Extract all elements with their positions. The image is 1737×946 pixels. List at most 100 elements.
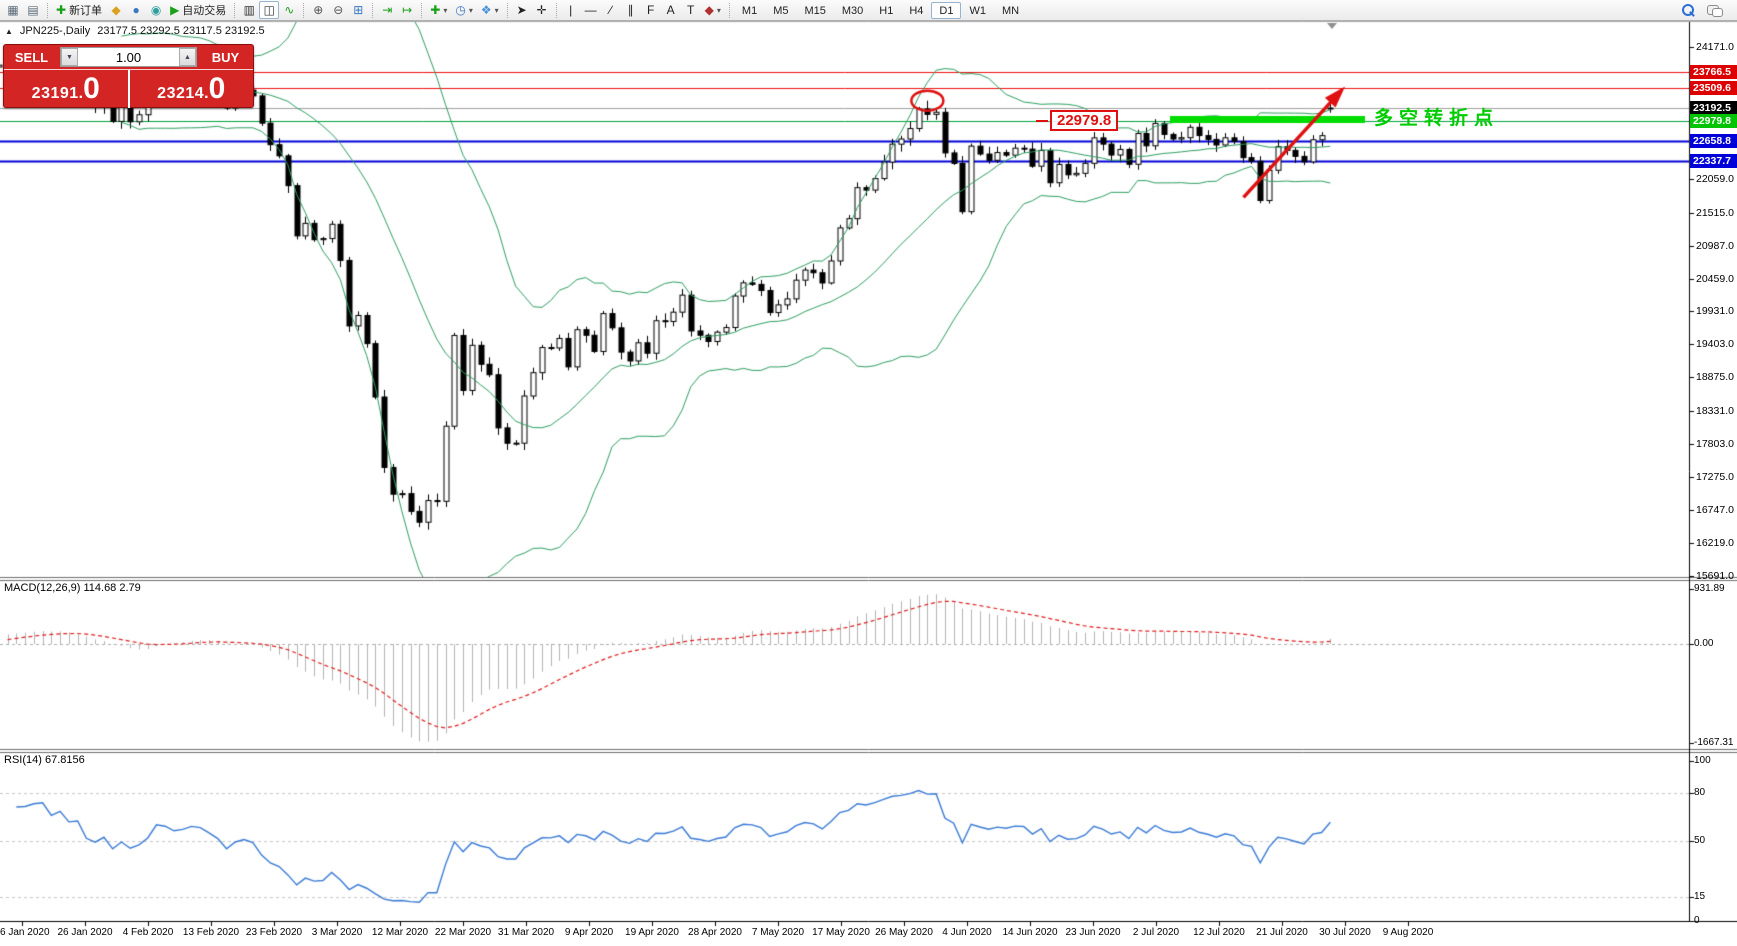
periods-icon-dropdown[interactable]: ▾ [468,5,473,15]
timeframe-M30[interactable]: M30 [841,4,864,17]
toolbar-right-icons [1682,3,1723,17]
sell-button[interactable]: SELL [14,49,49,65]
chart-shift-icon[interactable]: ↦ [397,1,417,19]
timeframe-W1[interactable]: W1 [969,4,986,17]
trendline-icon[interactable]: ∕ [601,1,621,19]
toolbar-separator [234,2,236,18]
cursor-icon[interactable]: ➤ [512,1,532,19]
crosshair-icon[interactable]: ✛ [532,1,552,19]
toolbar-separator [421,2,423,18]
zoom-out-icon-glyph: ⊖ [333,3,344,17]
ohlc-values: 23177.5 23292.5 23117.5 23192.5 [97,25,265,37]
text-icon[interactable]: A [661,1,681,19]
sell-price[interactable]: 23191. 0 [4,70,128,108]
toolbar-separator [372,2,374,18]
experts-icon[interactable]: ● [126,1,146,19]
chat-icon[interactable] [1707,4,1723,17]
search-icon[interactable] [1682,3,1695,17]
timeframe-M1[interactable]: M1 [741,4,758,17]
zoom-out-icon[interactable]: ⊖ [328,1,348,19]
chart-shift-icon-glyph: ↦ [402,3,413,17]
toolbar-separator [728,2,730,18]
experts-icon-glyph: ● [132,3,140,17]
charts-window-icon[interactable]: ▦ [3,1,23,19]
trade-panel-top-row: SELL ▼ 1.00 ▲ BUY [4,45,253,70]
templates-icon[interactable]: ❖ ▾ [477,1,503,19]
indicators-icon[interactable]: ✚ ▾ [426,1,451,19]
timeframe-H1[interactable]: H1 [879,4,894,17]
auto-scroll-icon[interactable]: ⇥ [377,1,397,19]
resistance-price-callout[interactable]: 22979.8 [1050,110,1119,131]
tile-windows-icon[interactable]: ⊞ [348,1,368,19]
arrows-icon-dropdown[interactable]: ▾ [716,5,721,15]
autotrading-button-label: 自动交易 [182,5,227,17]
buy-price-frac: 0 [208,72,226,105]
periods-icon[interactable]: ◷ ▾ [451,1,477,19]
periods-icon-glyph: ◷ [455,3,466,17]
line-chart-icon[interactable]: ∿ [279,1,299,19]
autotrading-button-glyph: ▶ [170,3,180,17]
charts-window-icon-glyph: ▦ [7,3,19,17]
crosshair-icon-glyph: ✛ [536,3,547,17]
signals-icon-glyph: ◉ [150,3,162,17]
macd-indicator-label: MACD(12,26,9) 114.68 2.79 [4,582,141,594]
profiles-icon[interactable]: ▤ [23,1,43,19]
timeframe-M5[interactable]: M5 [773,4,789,17]
indicators-icon-dropdown[interactable]: ▾ [443,5,448,15]
signals-icon[interactable]: ◉ [146,1,166,19]
sell-price-main: 23191 [31,85,79,102]
turning-point-annotation[interactable]: 多空转折点 [1374,108,1500,129]
toolbar-separator [506,2,508,18]
volume-stepper: ▼ 1.00 ▲ [60,47,197,67]
trendline-icon-glyph: ∕ [609,3,612,17]
toolbar-separator [47,2,48,18]
buy-price-main: 23214 [157,85,205,102]
vertical-line-icon[interactable]: | [561,1,581,19]
line-chart-icon-glyph: ∿ [284,3,295,17]
collapse-panel-icon[interactable]: ▲ [5,26,13,36]
bar-chart-icon[interactable]: ▥ [239,1,259,19]
timeframe-toolbar: M1 M5 M15 M30 H1 H4 D1 W1 MN [734,0,1027,21]
one-click-trade-panel: SELL ▼ 1.00 ▲ BUY 23191. 0 23214. 0 [3,44,254,108]
channel-icon[interactable]: ∥ [621,1,641,19]
autotrading-button[interactable]: ▶ 自动交易 [166,1,230,19]
fibonacci-icon[interactable]: F [641,1,661,19]
new-order-button-glyph: ✚ [56,3,67,17]
new-order-button[interactable]: ✚ 新订单 [52,1,106,19]
timeframe-D1[interactable]: D1 [931,1,962,19]
auto-scroll-icon-glyph: ⇥ [382,3,393,17]
candlestick-chart-icon[interactable]: ◫ [259,1,280,19]
horizontal-line-icon[interactable]: — [581,1,601,19]
gold-icon-glyph: ◆ [111,3,121,17]
label-icon-glyph: T [686,3,695,17]
arrows-icon[interactable]: ◆ ▾ [701,1,725,19]
zoom-in-icon[interactable]: ⊕ [308,1,328,19]
trade-panel-prices: 23191. 0 23214. 0 [4,70,253,108]
chart-title: ▲ JPN225-,Daily 23177.5 23292.5 23117.5 … [5,25,265,37]
volume-up-button[interactable]: ▲ [179,48,196,66]
arrows-icon-glyph: ◆ [704,3,714,17]
new-order-button-label: 新订单 [69,5,103,17]
gold-icon[interactable]: ◆ [106,1,126,19]
volume-value[interactable]: 1.00 [115,49,142,65]
timeframe-MN[interactable]: MN [1001,4,1020,17]
templates-icon-dropdown[interactable]: ▾ [494,5,499,15]
toolbar-separator [555,2,557,18]
templates-icon-glyph: ❖ [480,3,492,17]
resistance-callout-dash [1036,120,1048,122]
buy-price-sep: . [204,85,209,102]
fibonacci-icon-glyph: F [646,3,655,17]
bar-chart-icon-glyph: ▥ [243,3,255,17]
sell-price-sep: . [78,85,84,102]
label-icon[interactable]: T [681,1,701,19]
timeframe-H4[interactable]: H4 [909,4,924,17]
buy-button[interactable]: BUY [211,49,240,65]
toolbar-icon-groups: ▦ ▤ ✚ 新订单 ◆ ● ◉ ▶ 自动交易 ▥ ◫ ∿ ⊕ ⊖ ⊞ ⇥ ↦ ✚ ▾ ◷ ▾ ❖ ▾ ➤ ✛ | — ∕ ∥ F A T ◆ ▾ [3,0,734,21]
volume-down-button[interactable]: ▼ [61,48,78,66]
profiles-icon-glyph: ▤ [27,3,39,17]
cursor-icon-glyph: ➤ [516,3,527,17]
buy-price[interactable]: 23214. 0 [127,70,254,108]
timeframe-M15[interactable]: M15 [804,4,826,17]
